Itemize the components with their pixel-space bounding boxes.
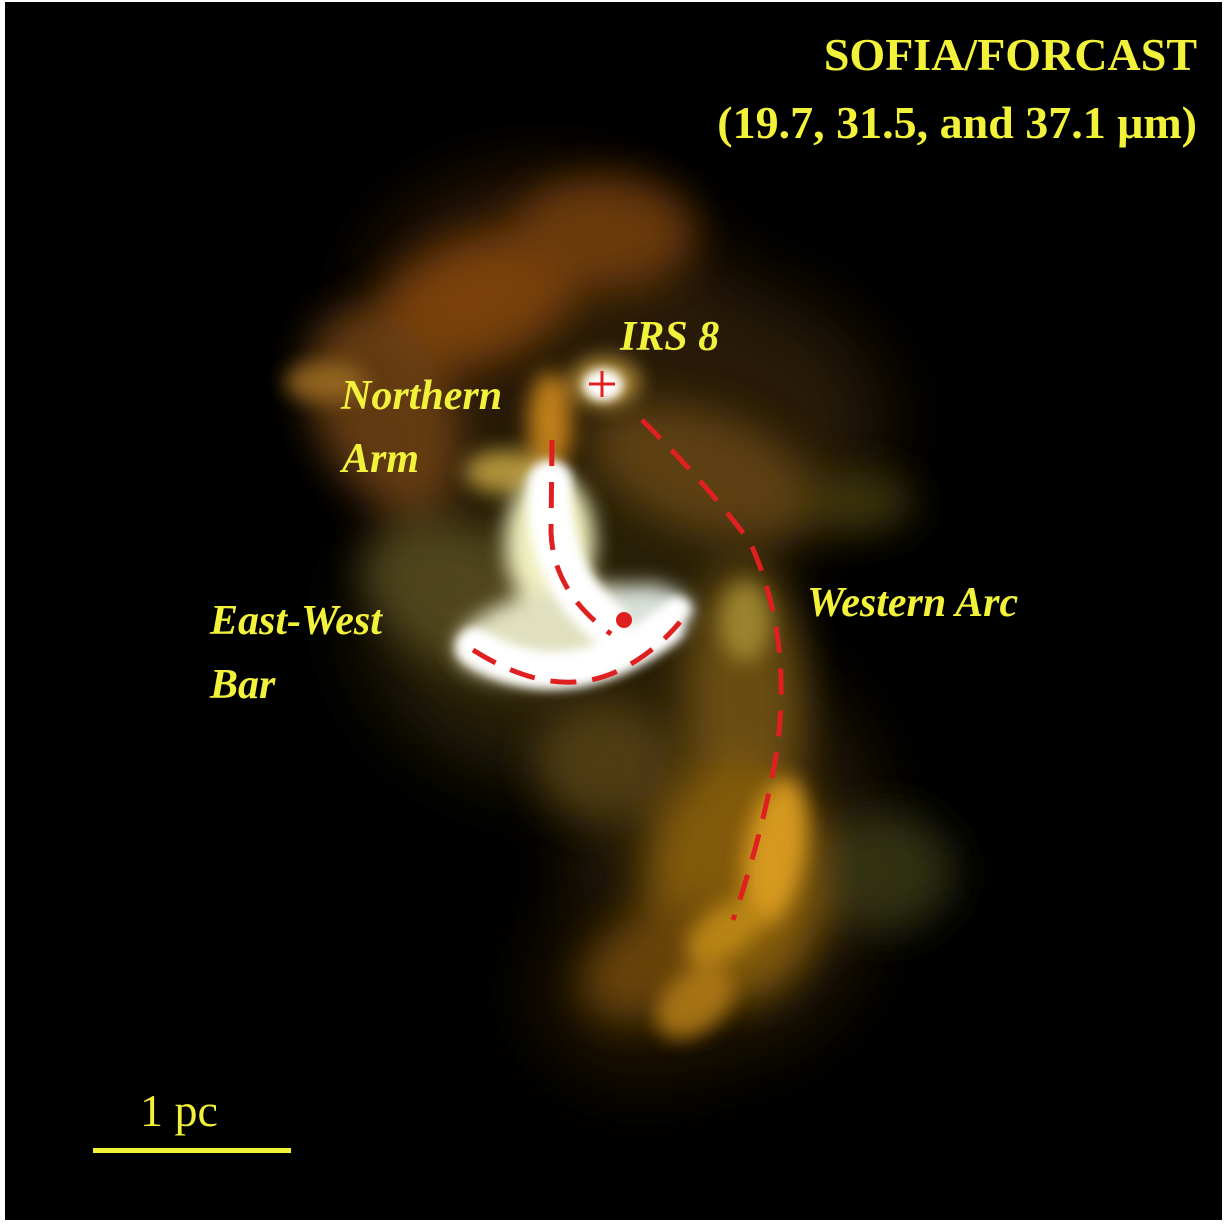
east-west-bar-trace: [471, 620, 682, 685]
central-source-marker: [616, 612, 632, 628]
label-east-west-bar-line2: Bar: [210, 662, 276, 708]
northern-arm-trace: [548, 439, 613, 637]
instrument-title: SOFIA/FORCAST: [823, 29, 1197, 80]
label-irs8: IRS 8: [620, 314, 720, 360]
label-east-west-bar-line1: East-West: [210, 598, 382, 644]
infrared-emission-map: [285, 177, 955, 1082]
label-northern-arm-line1: Northern: [341, 373, 503, 419]
scale-bar: [93, 1148, 291, 1153]
scale-bar-label: 1 pc: [140, 1085, 218, 1136]
wavelength-subtitle: (19.7, 31.5, and 37.1 μm): [717, 97, 1197, 148]
label-northern-arm-line2: Arm: [342, 436, 420, 482]
label-western-arc: Western Arc: [807, 580, 1019, 626]
western-arc-trace: [640, 418, 784, 921]
irs8-cross-marker: [589, 371, 615, 397]
astronomical-image: SOFIA/FORCAST (19.7, 31.5, and 37.1 μm) …: [5, 2, 1222, 1220]
annotation-overlay: [471, 371, 784, 921]
